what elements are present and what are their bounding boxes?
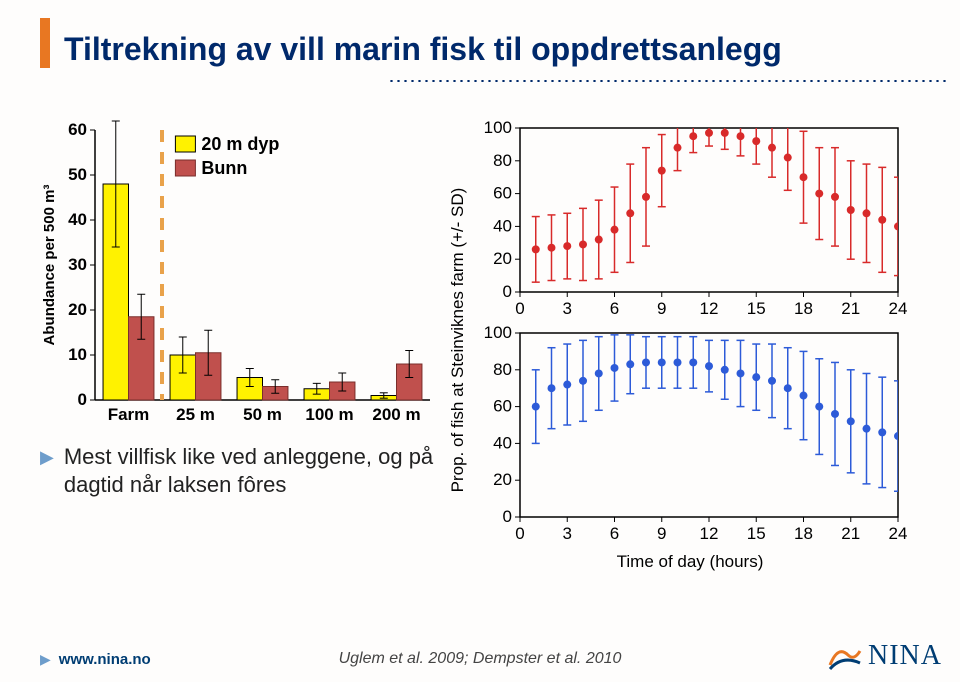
svg-text:40: 40 <box>68 210 87 229</box>
svg-text:0: 0 <box>78 390 87 409</box>
time-panels: Prop. of fish at Steinviknes farm (+/- S… <box>470 120 910 560</box>
svg-text:0: 0 <box>503 282 512 301</box>
svg-text:40: 40 <box>493 216 512 235</box>
svg-text:10: 10 <box>68 345 87 364</box>
footer-citation: Uglem et al. 2009; Dempster et al. 2010 <box>339 650 622 668</box>
title-accent <box>40 18 50 68</box>
svg-text:18: 18 <box>794 524 813 543</box>
svg-text:15: 15 <box>747 299 766 318</box>
title-bar: Tiltrekning av vill marin fisk til oppdr… <box>40 18 782 68</box>
footer-bullet-icon: ▶ <box>40 651 51 668</box>
page-title: Tiltrekning av vill marin fisk til oppdr… <box>64 31 782 68</box>
svg-text:50: 50 <box>68 165 87 184</box>
svg-text:0: 0 <box>503 507 512 526</box>
svg-text:24: 24 <box>889 524 908 543</box>
svg-text:20: 20 <box>493 249 512 268</box>
svg-text:25 m: 25 m <box>176 405 215 420</box>
svg-text:18: 18 <box>794 299 813 318</box>
time-xlabel: Time of day (hours) <box>470 552 910 572</box>
svg-text:20: 20 <box>68 300 87 319</box>
svg-text:100: 100 <box>484 325 512 342</box>
bullet-glyph-icon: ▶ <box>40 443 54 471</box>
bar-chart: 0 10 20 30 40 50 60 Abundance per 500 m³ Farm 25 … <box>40 120 440 420</box>
bullet-row: ▶ Mest villfisk like ved anleggene, og p… <box>40 443 470 499</box>
right-column: Prop. of fish at Steinviknes farm (+/- S… <box>470 120 940 560</box>
nina-logo-icon <box>828 641 862 671</box>
svg-text:60: 60 <box>68 120 87 139</box>
footer-link[interactable]: www.nina.no <box>59 651 151 668</box>
svg-text:21: 21 <box>841 524 860 543</box>
svg-text:21: 21 <box>841 299 860 318</box>
svg-text:Bunn: Bunn <box>201 158 247 178</box>
svg-text:Farm: Farm <box>108 405 150 420</box>
svg-text:Abundance per 500 m³: Abundance per 500 m³ <box>41 185 58 346</box>
svg-text:60: 60 <box>493 184 512 203</box>
footer-logo: NINA <box>828 640 942 672</box>
svg-text:100: 100 <box>484 120 512 137</box>
time-panel-top: 0 20 40 60 80 100 0 3 6 9 12 15 18 21 24 <box>470 120 910 320</box>
left-column: 0 10 20 30 40 50 60 Abundance per 500 m³ Farm 25 … <box>0 120 470 560</box>
svg-text:20 m dyp: 20 m dyp <box>201 134 279 154</box>
svg-text:3: 3 <box>563 524 572 543</box>
svg-text:9: 9 <box>657 299 666 318</box>
footer-left: ▶ www.nina.no <box>40 651 151 668</box>
svg-text:6: 6 <box>610 524 619 543</box>
bullet-text: Mest villfisk like ved anleggene, og på … <box>64 443 470 499</box>
svg-text:6: 6 <box>610 299 619 318</box>
svg-text:15: 15 <box>747 524 766 543</box>
svg-text:40: 40 <box>493 433 512 452</box>
svg-text:9: 9 <box>657 524 666 543</box>
svg-text:24: 24 <box>889 299 908 318</box>
svg-text:30: 30 <box>68 255 87 274</box>
svg-text:100 m: 100 m <box>305 405 353 420</box>
time-ylabel: Prop. of fish at Steinviknes farm (+/- S… <box>448 188 468 493</box>
logo-text: NINA <box>868 640 942 672</box>
slide: Tiltrekning av vill marin fisk til oppdr… <box>0 0 960 682</box>
svg-text:50 m: 50 m <box>243 405 282 420</box>
svg-text:12: 12 <box>700 524 719 543</box>
svg-text:0: 0 <box>515 299 524 318</box>
svg-text:80: 80 <box>493 151 512 170</box>
time-panel-bottom: 0 20 40 60 80 100 0 3 6 9 12 15 18 21 24 <box>470 325 910 545</box>
footer: ▶ www.nina.no Uglem et al. 2009; Dempste… <box>0 636 960 668</box>
dotted-rule <box>388 80 948 82</box>
content: 0102030405060Abundance per 500 m³Farm25 … <box>0 120 960 560</box>
svg-text:80: 80 <box>493 360 512 379</box>
svg-text:200 m: 200 m <box>372 405 420 420</box>
svg-text:20: 20 <box>493 470 512 489</box>
svg-text:12: 12 <box>700 299 719 318</box>
svg-text:0: 0 <box>515 524 524 543</box>
svg-text:3: 3 <box>563 299 572 318</box>
svg-text:60: 60 <box>493 397 512 416</box>
